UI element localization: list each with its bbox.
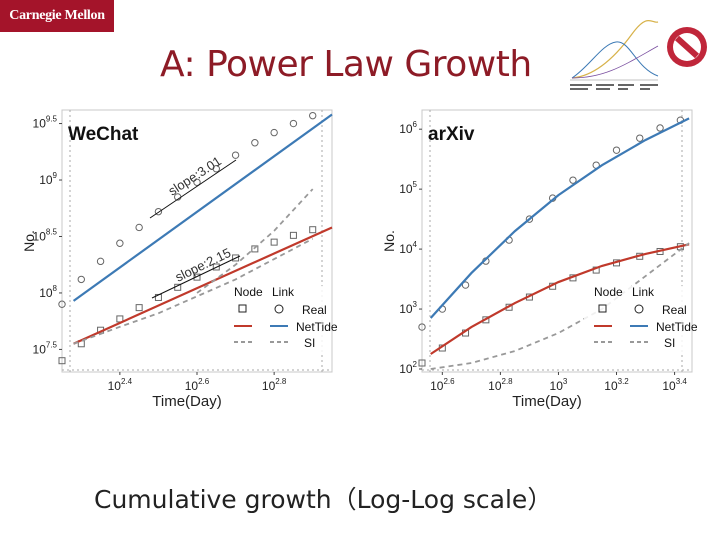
x-axis-label: Time(Day) xyxy=(512,393,581,410)
node-real-point xyxy=(135,304,143,312)
y-tick-label: 109 xyxy=(39,171,57,187)
link-real-point xyxy=(656,124,664,132)
x-tick-label: 102.6 xyxy=(185,377,210,393)
y-tick-label: 108.5 xyxy=(33,227,58,243)
link-real-point xyxy=(212,165,220,173)
legend-link-real-marker xyxy=(274,304,284,314)
link-real-point xyxy=(270,128,278,137)
link-real-point xyxy=(612,146,621,154)
legend-link-header: Link xyxy=(632,285,655,299)
node-real-point xyxy=(289,231,297,239)
link-real-point xyxy=(289,119,298,128)
link-real-point xyxy=(461,281,470,289)
y-tick-label: 105 xyxy=(399,180,417,196)
chart-arxiv: 102 103 104 105 106 102.6 102.8 103 103.2 103.4 Ti… xyxy=(381,109,698,410)
x-tick-label: 102.8 xyxy=(262,377,287,393)
university-logo: Carnegie Mellon xyxy=(0,0,114,32)
slope-guide-link xyxy=(149,159,237,219)
node-real-point xyxy=(58,357,66,365)
y-tick-label: 103 xyxy=(399,300,417,316)
node-real-point xyxy=(251,245,259,253)
y-tick-label: 107.5 xyxy=(33,340,58,356)
legend-nettide: NetTide xyxy=(296,320,338,334)
y-axis-label: No. xyxy=(381,230,397,252)
node-fit-line xyxy=(73,226,333,345)
chart-wechat: 107.5 108 108.5 109 109.5 102.4 102.6 102.8 Time… xyxy=(21,109,338,410)
link-real-point xyxy=(569,176,577,184)
link-real-point xyxy=(77,275,85,284)
legend-node-header: Node xyxy=(594,285,623,299)
legend-nettide: NetTide xyxy=(656,320,698,334)
legend-link-real-marker xyxy=(634,304,644,314)
legend-node-real-marker xyxy=(598,304,607,313)
link-real-point xyxy=(193,178,201,186)
y-tick-label: 106 xyxy=(399,120,417,136)
legend-node-real-marker xyxy=(238,304,247,313)
y-axis-label: No. xyxy=(21,230,37,252)
link-si-line xyxy=(196,188,314,294)
x-tick-label: 103.2 xyxy=(604,377,629,393)
chart-title: WeChat xyxy=(68,124,139,145)
x-tick-label: 102.6 xyxy=(430,377,455,393)
legend-node-header: Node xyxy=(234,285,263,299)
legend-real: Real xyxy=(302,303,327,317)
node-real-point xyxy=(270,238,278,246)
node-si-line xyxy=(73,237,314,345)
slide-title: A: Power Law Growth xyxy=(160,44,532,85)
node-fit-line xyxy=(430,243,690,355)
y-tick-label: 108 xyxy=(39,284,57,300)
link-real-point xyxy=(96,257,105,266)
x-tick-label: 102.8 xyxy=(488,377,513,393)
chart-title: arXiv xyxy=(428,124,475,145)
link-real-point xyxy=(231,151,240,159)
x-axis-label: Time(Day) xyxy=(152,393,221,410)
node-real-point xyxy=(232,254,240,262)
x-tick-label: 103.4 xyxy=(662,377,687,393)
link-real-point xyxy=(636,134,644,142)
link-real-point xyxy=(116,239,124,247)
node-real-point xyxy=(418,359,426,367)
y-tick-label: 102 xyxy=(399,360,417,376)
link-fit-line xyxy=(429,117,690,319)
legend-si: SI xyxy=(664,336,675,350)
link-real-point xyxy=(58,300,66,308)
link-real-point xyxy=(135,223,143,232)
x-tick-label: 103 xyxy=(550,377,568,393)
x-tick-label: 102.4 xyxy=(108,377,133,393)
link-real-point xyxy=(154,207,163,216)
link-real-point xyxy=(525,215,534,223)
slide-caption: Cumulative growth（Log-Log scale） xyxy=(94,485,553,514)
legend-real: Real xyxy=(662,303,687,317)
node-si-line xyxy=(430,242,690,370)
legend-link-header: Link xyxy=(272,285,295,299)
slope-guide-node xyxy=(151,255,241,299)
node-real-point xyxy=(212,263,220,271)
link-real-point xyxy=(418,323,426,331)
link-real-point xyxy=(309,111,317,120)
mini-chart-thumbnail xyxy=(570,19,659,90)
node-real-point xyxy=(309,226,317,234)
node-real-point xyxy=(193,273,201,281)
no-sign-icon xyxy=(667,27,707,67)
link-real-point xyxy=(251,139,259,147)
y-tick-label: 104 xyxy=(399,240,417,256)
legend-si: SI xyxy=(304,336,315,350)
y-tick-label: 109.5 xyxy=(33,115,58,131)
link-fit-line xyxy=(72,113,333,302)
